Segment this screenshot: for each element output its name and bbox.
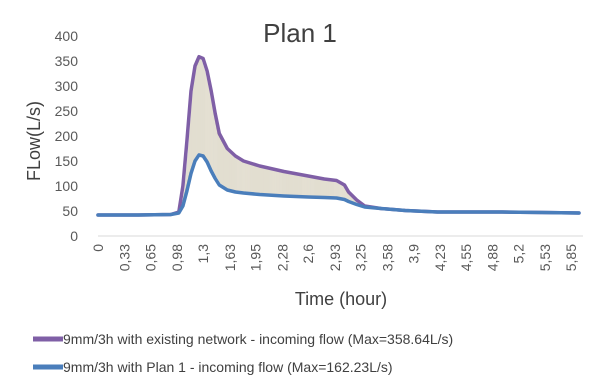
x-tick-label: 3,9 (405, 244, 421, 264)
x-tick-label: 5,2 (510, 244, 526, 264)
x-tick-label: 0,33 (117, 244, 133, 271)
x-tick-label: 4,55 (458, 244, 474, 271)
legend-label-plan-1: 9mm/3h with Plan 1 - incoming flow (Max=… (63, 359, 393, 375)
x-tick-label: 1,3 (195, 244, 211, 264)
series-line-plan-1 (96, 153, 581, 217)
x-tick-label: 3,25 (353, 244, 369, 271)
y-tick-label: 150 (55, 153, 79, 169)
y-tick-label: 250 (55, 103, 79, 119)
x-tick-label: 4,88 (484, 244, 500, 271)
y-tick-label: 400 (55, 28, 79, 44)
y-tick-label: 100 (55, 178, 79, 194)
y-axis: 0 50 100 150 200 250 300 350 400 (55, 28, 79, 244)
legend: 9mm/3h with existing network - incoming … (33, 331, 453, 375)
x-tick-label: 1,95 (248, 244, 264, 271)
y-axis-label: FLow(L/s) (24, 101, 44, 181)
x-tick-label: 0 (90, 244, 106, 252)
x-axis-label: Time (hour) (295, 289, 387, 309)
y-tick-label: 350 (55, 53, 79, 69)
y-tick-label: 300 (55, 78, 79, 94)
x-tick-label: 0,65 (143, 244, 159, 271)
x-tick-label: 2,6 (300, 244, 316, 264)
x-tick-label: 2,93 (327, 244, 343, 271)
series-lines (96, 54, 581, 217)
x-tick-label: 4,23 (432, 244, 448, 271)
legend-label-existing-network: 9mm/3h with existing network - incoming … (63, 331, 453, 347)
y-tick-label: 200 (55, 128, 79, 144)
x-tick-label: 3,58 (379, 244, 395, 271)
x-tick-label: 0,98 (169, 244, 185, 271)
x-axis: 0 0,33 0,65 0,98 1,3 1,63 1,95 2,28 2,6 2,93 3,25 3… (90, 235, 583, 271)
y-tick-label: 0 (70, 228, 78, 244)
x-tick-label: 1,63 (222, 244, 238, 271)
x-tick-label: 5,85 (563, 244, 579, 271)
chart-title: Plan 1 (263, 18, 337, 48)
x-tick-label: 5,53 (537, 244, 553, 271)
x-tick-label: 2,28 (274, 244, 290, 271)
y-tick-label: 50 (62, 203, 78, 219)
